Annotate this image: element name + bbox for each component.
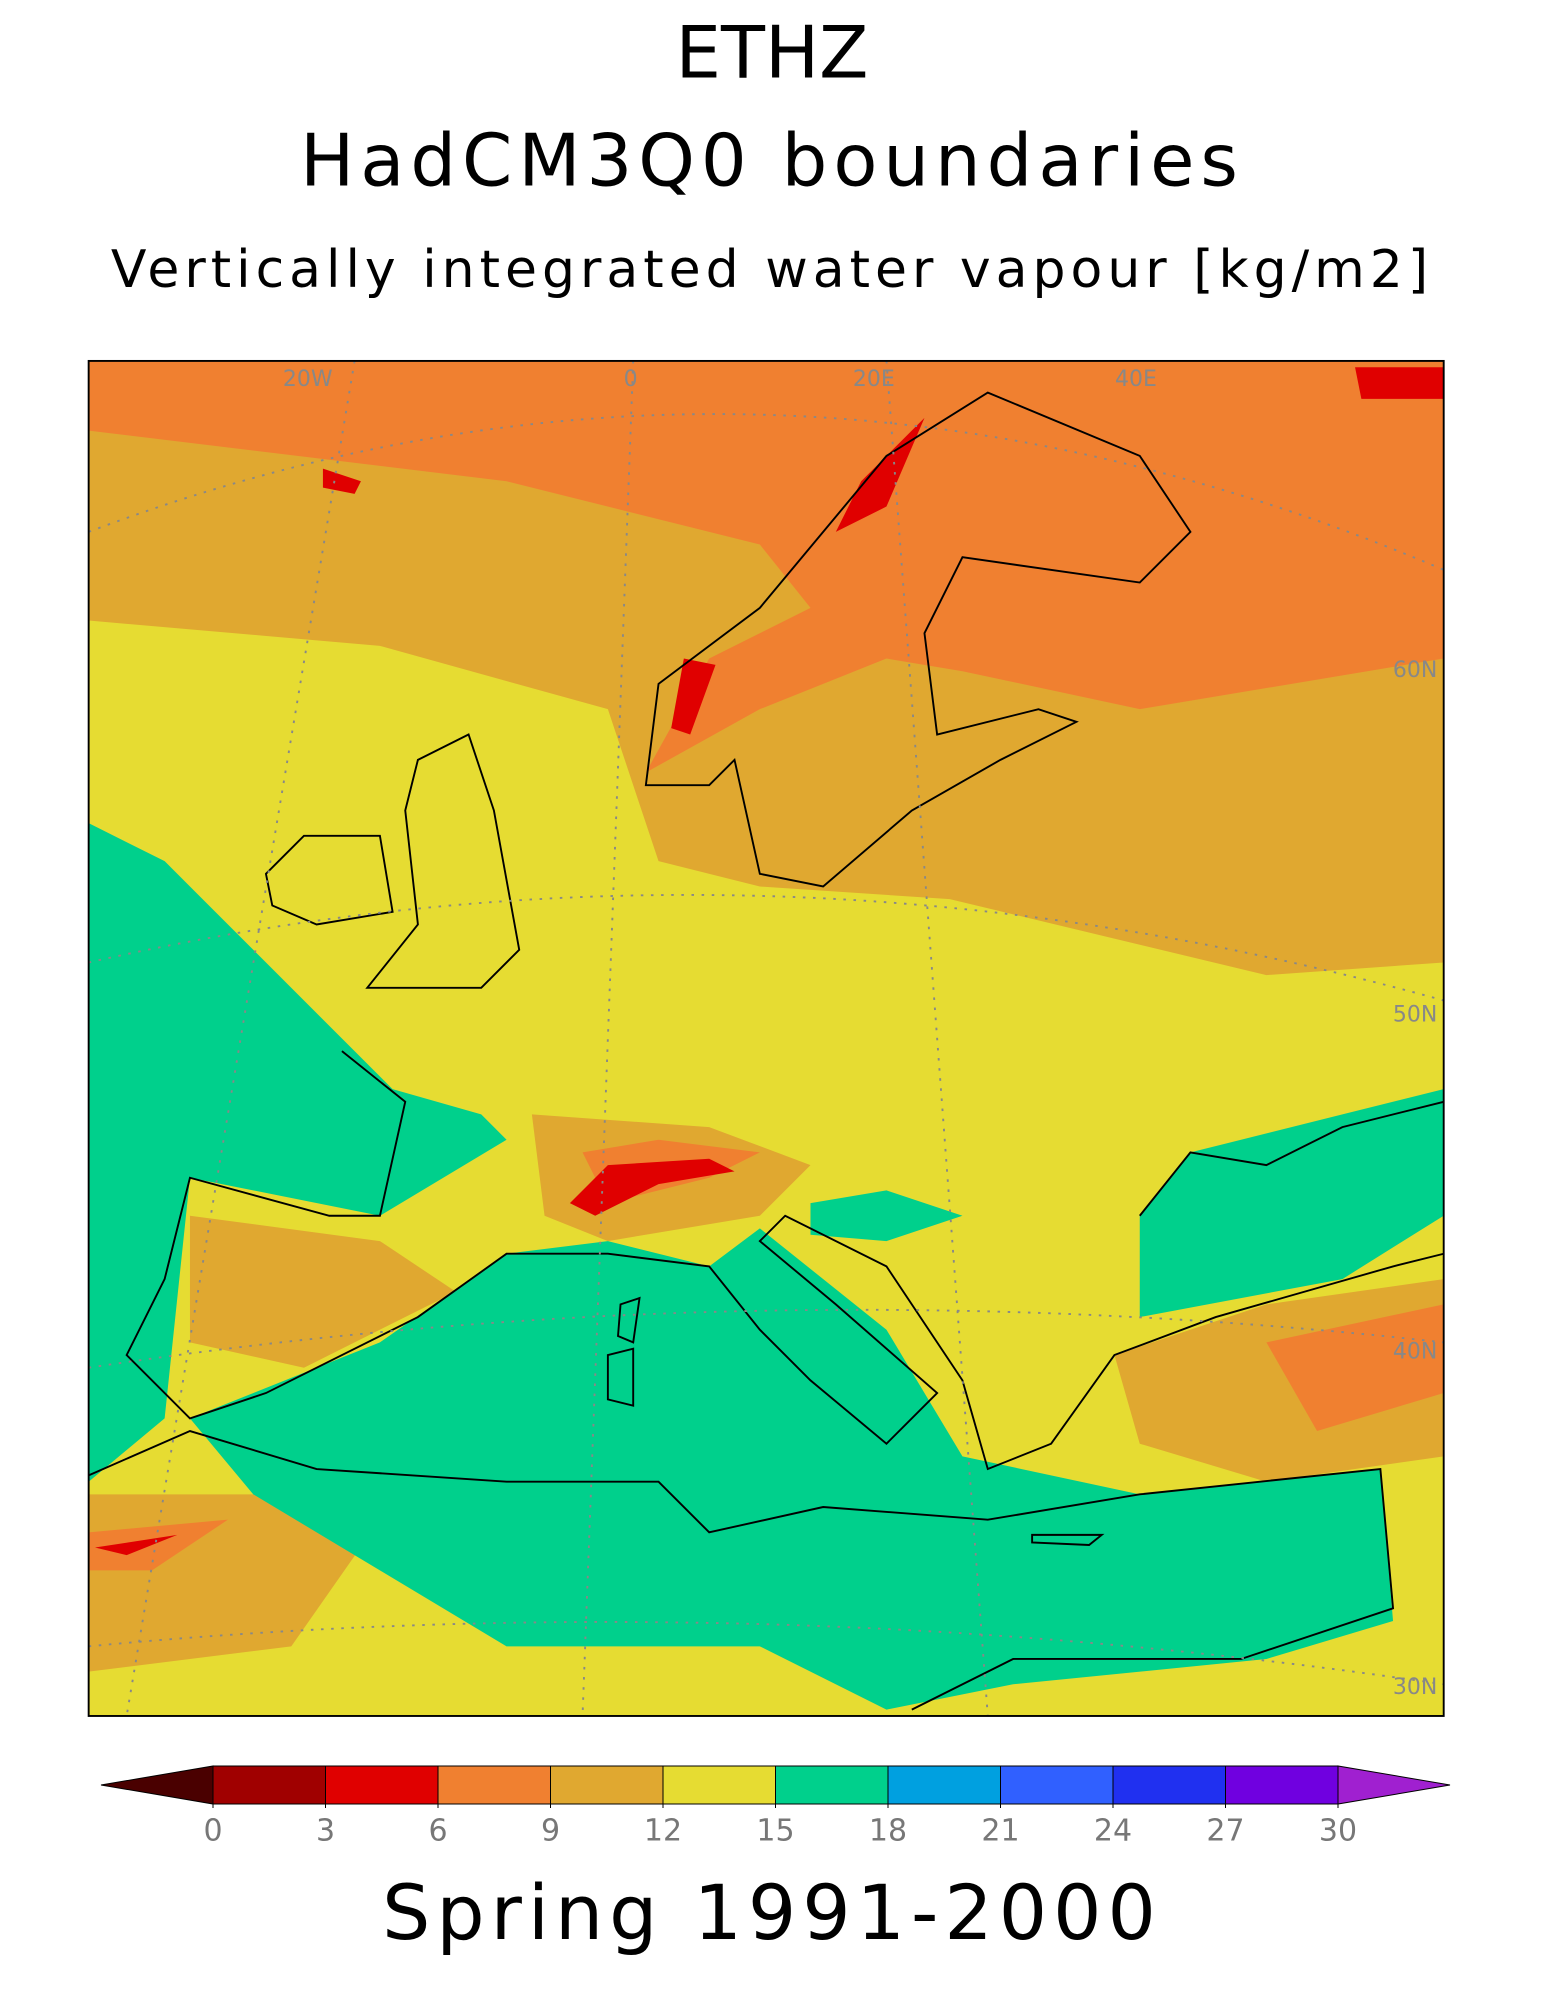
map-field — [88, 360, 1444, 1716]
colorbar-segment — [1225, 1765, 1339, 1805]
colorbar-segment — [775, 1765, 889, 1805]
lat-label: 40N — [1393, 1340, 1437, 1365]
colorbar-under — [100, 1765, 214, 1805]
lat-label: 60N — [1393, 658, 1437, 683]
season-label: Spring 1991-2000 — [382, 1868, 1162, 1957]
colorbar-tick-label: 27 — [1206, 1814, 1244, 1849]
colorbar-segment — [437, 1765, 551, 1805]
colorbar-tick-label: 12 — [644, 1814, 682, 1849]
colorbar: 0 3 6 9 12 15 18 21 24 27 30 — [100, 1765, 1451, 1849]
colorbar-segment — [887, 1765, 1001, 1805]
subtitle: Vertically integrated water vapour [kg/m… — [111, 240, 1433, 300]
colorbar-segment — [212, 1765, 326, 1805]
colorbar-tick-label: 30 — [1319, 1814, 1357, 1849]
lon-label: 40E — [1115, 367, 1157, 392]
title: ETHZ — [676, 11, 869, 95]
colorbar-tick-label: 0 — [203, 1814, 222, 1849]
lon-label: 20W — [283, 367, 333, 392]
colorbar-segment — [1112, 1765, 1226, 1805]
lon-label: 0 — [624, 367, 638, 392]
colorbar-segment — [662, 1765, 776, 1805]
colorbar-tick-label: 21 — [981, 1814, 1019, 1849]
colorbar-tick-label: 9 — [541, 1814, 560, 1849]
colorbar-tick-label: 6 — [428, 1814, 447, 1849]
colorbar-segment — [550, 1765, 664, 1805]
colorbar-tick-label: 15 — [756, 1814, 794, 1849]
colorbar-tick-label: 18 — [869, 1814, 907, 1849]
colorbar-tick-label: 3 — [316, 1814, 335, 1849]
lon-label: 20E — [853, 367, 895, 392]
lat-label: 30N — [1393, 1675, 1437, 1700]
colorbar-segment — [1000, 1765, 1114, 1805]
title: HadCM3Q0 boundaries — [300, 119, 1244, 203]
colorbar-over — [1337, 1765, 1451, 1805]
lat-label: 50N — [1393, 1003, 1437, 1028]
colorbar-segment — [325, 1765, 439, 1805]
colorbar-tick-label: 24 — [1094, 1814, 1132, 1849]
graticule-labels: 20W 0 20E 40E 60N 50N 40N 30N — [283, 367, 1438, 1700]
map — [87, 359, 1445, 1717]
